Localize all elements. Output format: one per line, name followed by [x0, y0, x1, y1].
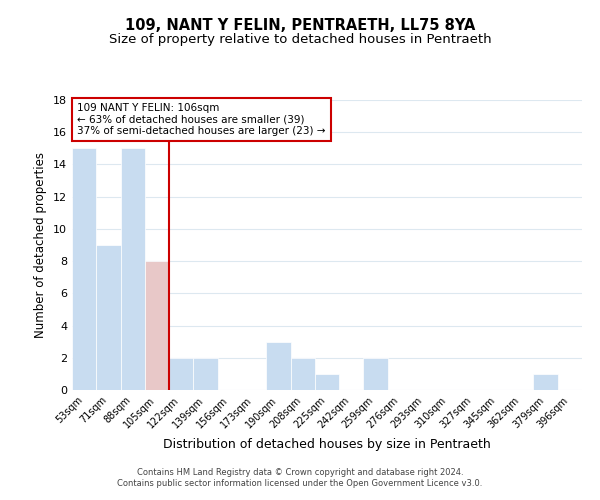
- Bar: [96, 245, 121, 390]
- Text: 109 NANT Y FELIN: 106sqm
← 63% of detached houses are smaller (39)
37% of semi-d: 109 NANT Y FELIN: 106sqm ← 63% of detach…: [77, 103, 326, 136]
- Text: 109, NANT Y FELIN, PENTRAETH, LL75 8YA: 109, NANT Y FELIN, PENTRAETH, LL75 8YA: [125, 18, 475, 32]
- Bar: [290, 358, 315, 390]
- Bar: [145, 261, 169, 390]
- Bar: [169, 358, 193, 390]
- Y-axis label: Number of detached properties: Number of detached properties: [34, 152, 47, 338]
- Bar: [364, 358, 388, 390]
- Bar: [121, 148, 145, 390]
- Bar: [315, 374, 339, 390]
- Bar: [266, 342, 290, 390]
- Bar: [72, 148, 96, 390]
- Bar: [533, 374, 558, 390]
- Text: Size of property relative to detached houses in Pentraeth: Size of property relative to detached ho…: [109, 32, 491, 46]
- Bar: [193, 358, 218, 390]
- X-axis label: Distribution of detached houses by size in Pentraeth: Distribution of detached houses by size …: [163, 438, 491, 451]
- Text: Contains HM Land Registry data © Crown copyright and database right 2024.
Contai: Contains HM Land Registry data © Crown c…: [118, 468, 482, 487]
